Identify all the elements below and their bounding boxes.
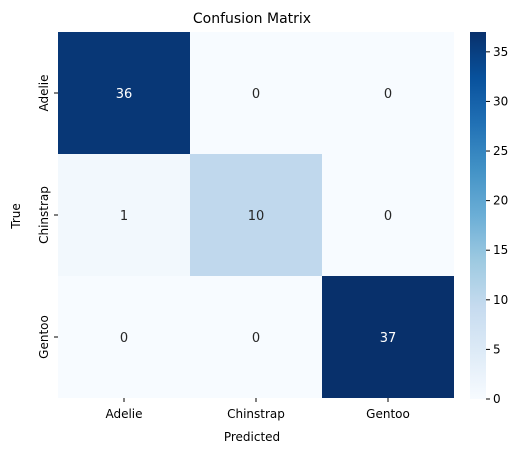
- colorbar-tick-label: 10: [493, 293, 508, 307]
- x-tick-label: Gentoo: [366, 407, 410, 421]
- y-axis-ticks: Adelie Chinstrap Gentoo: [37, 74, 58, 359]
- colorbar-tick-label: 35: [493, 45, 508, 59]
- chart-title: Confusion Matrix: [193, 11, 311, 27]
- heatmap-cell: [58, 154, 190, 276]
- cell-value-label: 37: [380, 331, 397, 346]
- x-tick-label: Adelie: [105, 407, 142, 421]
- heatmap-cell: [58, 276, 190, 398]
- x-axis-label: Predicted: [224, 430, 280, 444]
- cell-value-label: 0: [120, 331, 128, 346]
- cell-labels: 36 0 0 1 10 0 0 0 37: [116, 87, 397, 346]
- cell-value-label: 10: [248, 209, 265, 224]
- y-axis-label: True: [9, 203, 23, 230]
- cell-value-label: 36: [116, 87, 133, 102]
- cell-value-label: 0: [252, 331, 260, 346]
- cell-value-label: 0: [252, 87, 260, 102]
- heatmap-cell: [322, 154, 454, 276]
- colorbar-tick-label: 15: [493, 243, 508, 257]
- colorbar: [470, 32, 486, 399]
- heatmap-cell: [58, 32, 190, 154]
- heatmap-cell: [190, 154, 322, 276]
- cell-value-label: 0: [384, 87, 392, 102]
- y-tick-label: Gentoo: [37, 315, 51, 359]
- cell-value-label: 0: [384, 209, 392, 224]
- y-tick-label: Adelie: [37, 74, 51, 111]
- y-tick-label: Chinstrap: [37, 186, 51, 244]
- colorbar-tick-label: 20: [493, 194, 508, 208]
- colorbar-tick-label: 30: [493, 94, 508, 108]
- heatmap-cell: [322, 276, 454, 398]
- heatmap-cell: [190, 276, 322, 398]
- colorbar-ticks: 0 5 10 15 20 25 30 35: [486, 45, 508, 406]
- colorbar-tick-label: 0: [493, 392, 501, 406]
- cell-value-label: 1: [120, 209, 128, 224]
- colorbar-tick-label: 5: [493, 342, 501, 356]
- colorbar-tick-label: 25: [493, 144, 508, 158]
- heatmap-cell: [322, 32, 454, 154]
- heatmap-cells: [58, 32, 454, 398]
- x-tick-label: Chinstrap: [227, 407, 285, 421]
- heatmap-cell: [190, 32, 322, 154]
- x-axis-ticks: Adelie Chinstrap Gentoo: [105, 398, 410, 421]
